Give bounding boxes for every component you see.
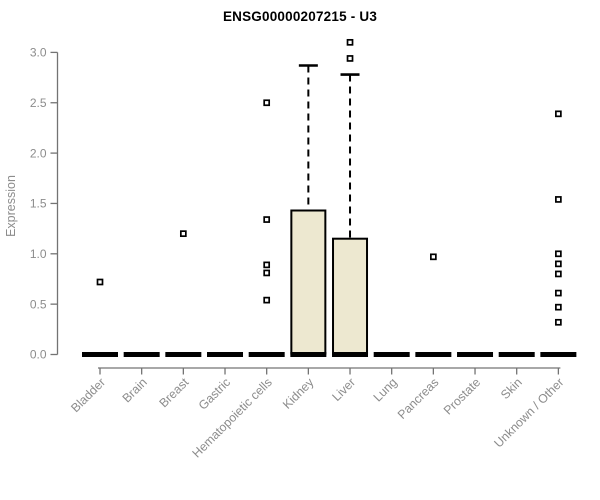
x-tick-label: Gastric <box>196 375 233 412</box>
y-tick-label: 3.0 <box>30 46 47 60</box>
box-liver <box>332 237 369 355</box>
y-tick-label: 1.0 <box>30 247 47 261</box>
y-tick-label: 1.5 <box>30 197 47 211</box>
x-tick-label: Prostate <box>441 375 483 417</box>
x-tick-label: Bladder <box>68 375 108 415</box>
y-tick-label: 0.5 <box>30 297 47 311</box>
y-tick-label: 2.0 <box>30 146 47 160</box>
x-tick-label: Brain <box>120 375 150 405</box>
outlier-point <box>263 261 271 269</box>
outlier-point <box>555 303 562 311</box>
outlier-point <box>555 196 562 203</box>
x-tick-label: Skin <box>498 375 525 402</box>
outlier-point <box>346 55 354 62</box>
outlier-point <box>555 250 562 258</box>
outlier-point <box>263 99 271 107</box>
outlier-point <box>179 230 187 238</box>
y-tick-label: 0.0 <box>30 348 47 362</box>
box-kidney <box>290 209 327 355</box>
x-tick-label: Liver <box>329 375 358 404</box>
x-tick-label: Breast <box>156 375 191 410</box>
outlier-point <box>555 289 562 297</box>
outlier-point <box>430 253 437 261</box>
x-tick-label: Pancreas <box>395 375 442 422</box>
x-tick-label: Kidney <box>280 375 317 412</box>
outlier-point <box>96 278 104 286</box>
y-tick-label: 2.5 <box>30 96 47 110</box>
x-tick-label: Lung <box>371 375 400 404</box>
x-tick-label: Hematopoietic cells <box>190 375 275 460</box>
outlier-point <box>555 318 562 326</box>
outlier-point <box>555 270 562 278</box>
outlier-point <box>555 110 562 118</box>
outlier-point <box>263 269 271 277</box>
chart-title: ENSG00000207215 - U3 <box>222 9 378 24</box>
outlier-point <box>555 260 562 268</box>
outlier-point <box>263 216 271 223</box>
outlier-point <box>263 296 271 304</box>
outlier-point <box>346 38 354 46</box>
